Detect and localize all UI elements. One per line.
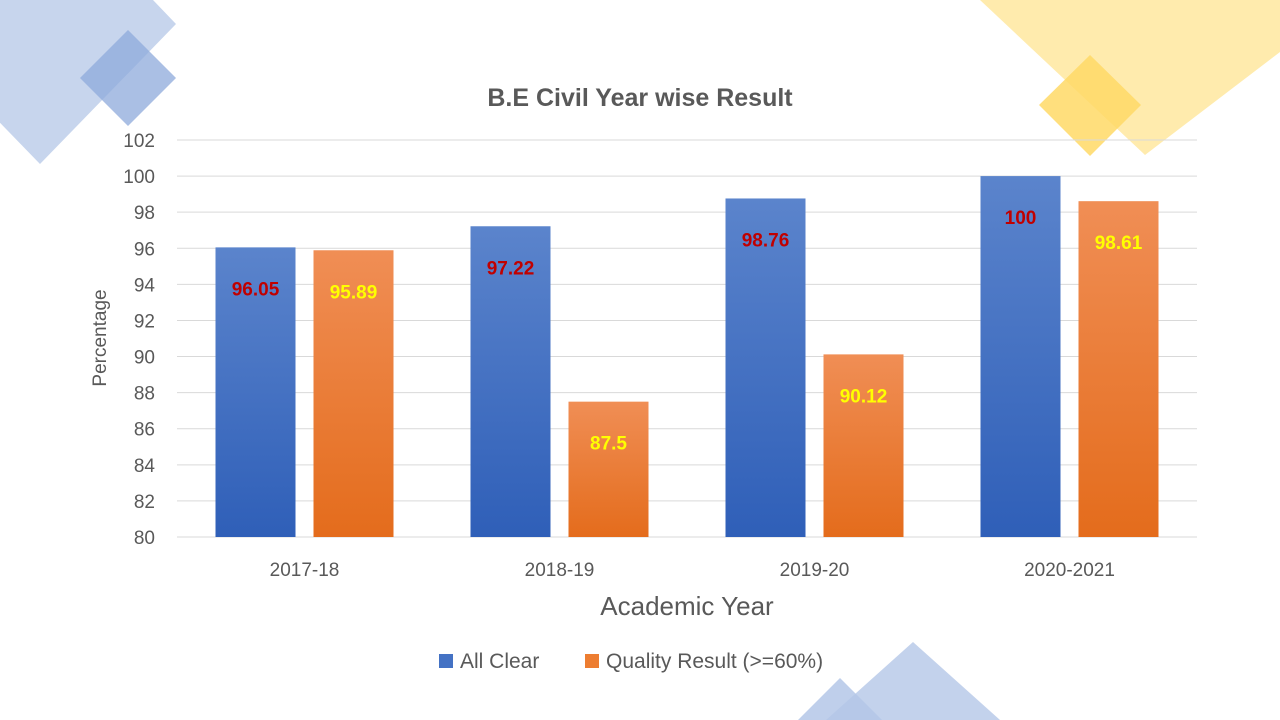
- legend-swatch: [585, 654, 599, 668]
- bar-quality-result-2019-20: [823, 354, 904, 537]
- y-tick-label: 90: [134, 348, 155, 369]
- y-tick-label: 80: [134, 528, 155, 549]
- bar-all-clear-2019-20: [725, 198, 806, 537]
- bar-all-clear-2020-2021: [980, 176, 1061, 537]
- deco-diamond-blue-bottom-small: [798, 678, 882, 720]
- bar-quality-result-2017-18: [313, 250, 394, 537]
- legend-label: Quality Result (>=60%): [606, 650, 823, 673]
- x-tick-label: 2017-18: [270, 560, 340, 581]
- y-tick-label: 102: [123, 131, 155, 152]
- bar-quality-result-2020-2021: [1078, 201, 1159, 538]
- y-axis-ticks: 80 82 84 86 88 90 92 94 96 98 100 102: [123, 131, 155, 549]
- data-label: 87.5: [590, 434, 627, 455]
- data-label: 98.61: [1095, 233, 1143, 254]
- data-label: 96.05: [232, 279, 280, 300]
- y-tick-label: 100: [123, 167, 155, 188]
- x-tick-label: 2020-2021: [1024, 560, 1115, 581]
- legend-swatch: [439, 654, 453, 668]
- bar-quality-result-2018-19: [568, 401, 649, 537]
- x-tick-label: 2018-19: [525, 560, 595, 581]
- chart-title: B.E Civil Year wise Result: [487, 84, 793, 112]
- legend: All Clear Quality Result (>=60%): [439, 650, 823, 673]
- legend-label: All Clear: [460, 650, 539, 673]
- deco-diamond-yellow-small: [1039, 55, 1141, 156]
- data-label: 100: [1005, 208, 1037, 229]
- y-tick-label: 82: [134, 492, 155, 513]
- bar-all-clear-2018-19: [470, 226, 551, 538]
- data-label: 90.12: [840, 386, 888, 407]
- y-axis-label: Percentage: [90, 289, 111, 386]
- deco-diamond-blue-small: [80, 30, 176, 126]
- x-axis-label: Academic Year: [600, 591, 774, 621]
- y-tick-label: 94: [134, 275, 156, 296]
- data-label: 97.22: [487, 258, 535, 279]
- y-tick-label: 84: [134, 456, 156, 477]
- y-tick-label: 86: [134, 420, 155, 441]
- data-labels: 96.05 95.89 97.22 87.5 98.76 90.12 100 98.61: [232, 208, 1143, 455]
- bar-all-clear-2017-18: [215, 247, 296, 537]
- y-tick-label: 88: [134, 384, 155, 405]
- deco-diamond-blue-bottom-large: [826, 642, 1000, 720]
- y-tick-label: 98: [134, 203, 155, 224]
- deco-triangle-yellow-large: [980, 0, 1280, 155]
- y-tick-label: 92: [134, 311, 155, 332]
- y-tick-label: 96: [134, 239, 155, 260]
- bars: [215, 176, 1159, 538]
- x-tick-label: 2019-20: [780, 560, 850, 581]
- data-label: 95.89: [330, 282, 378, 303]
- x-axis-ticks: 2017-18 2018-19 2019-20 2020-2021: [270, 560, 1115, 581]
- data-label: 98.76: [742, 230, 790, 251]
